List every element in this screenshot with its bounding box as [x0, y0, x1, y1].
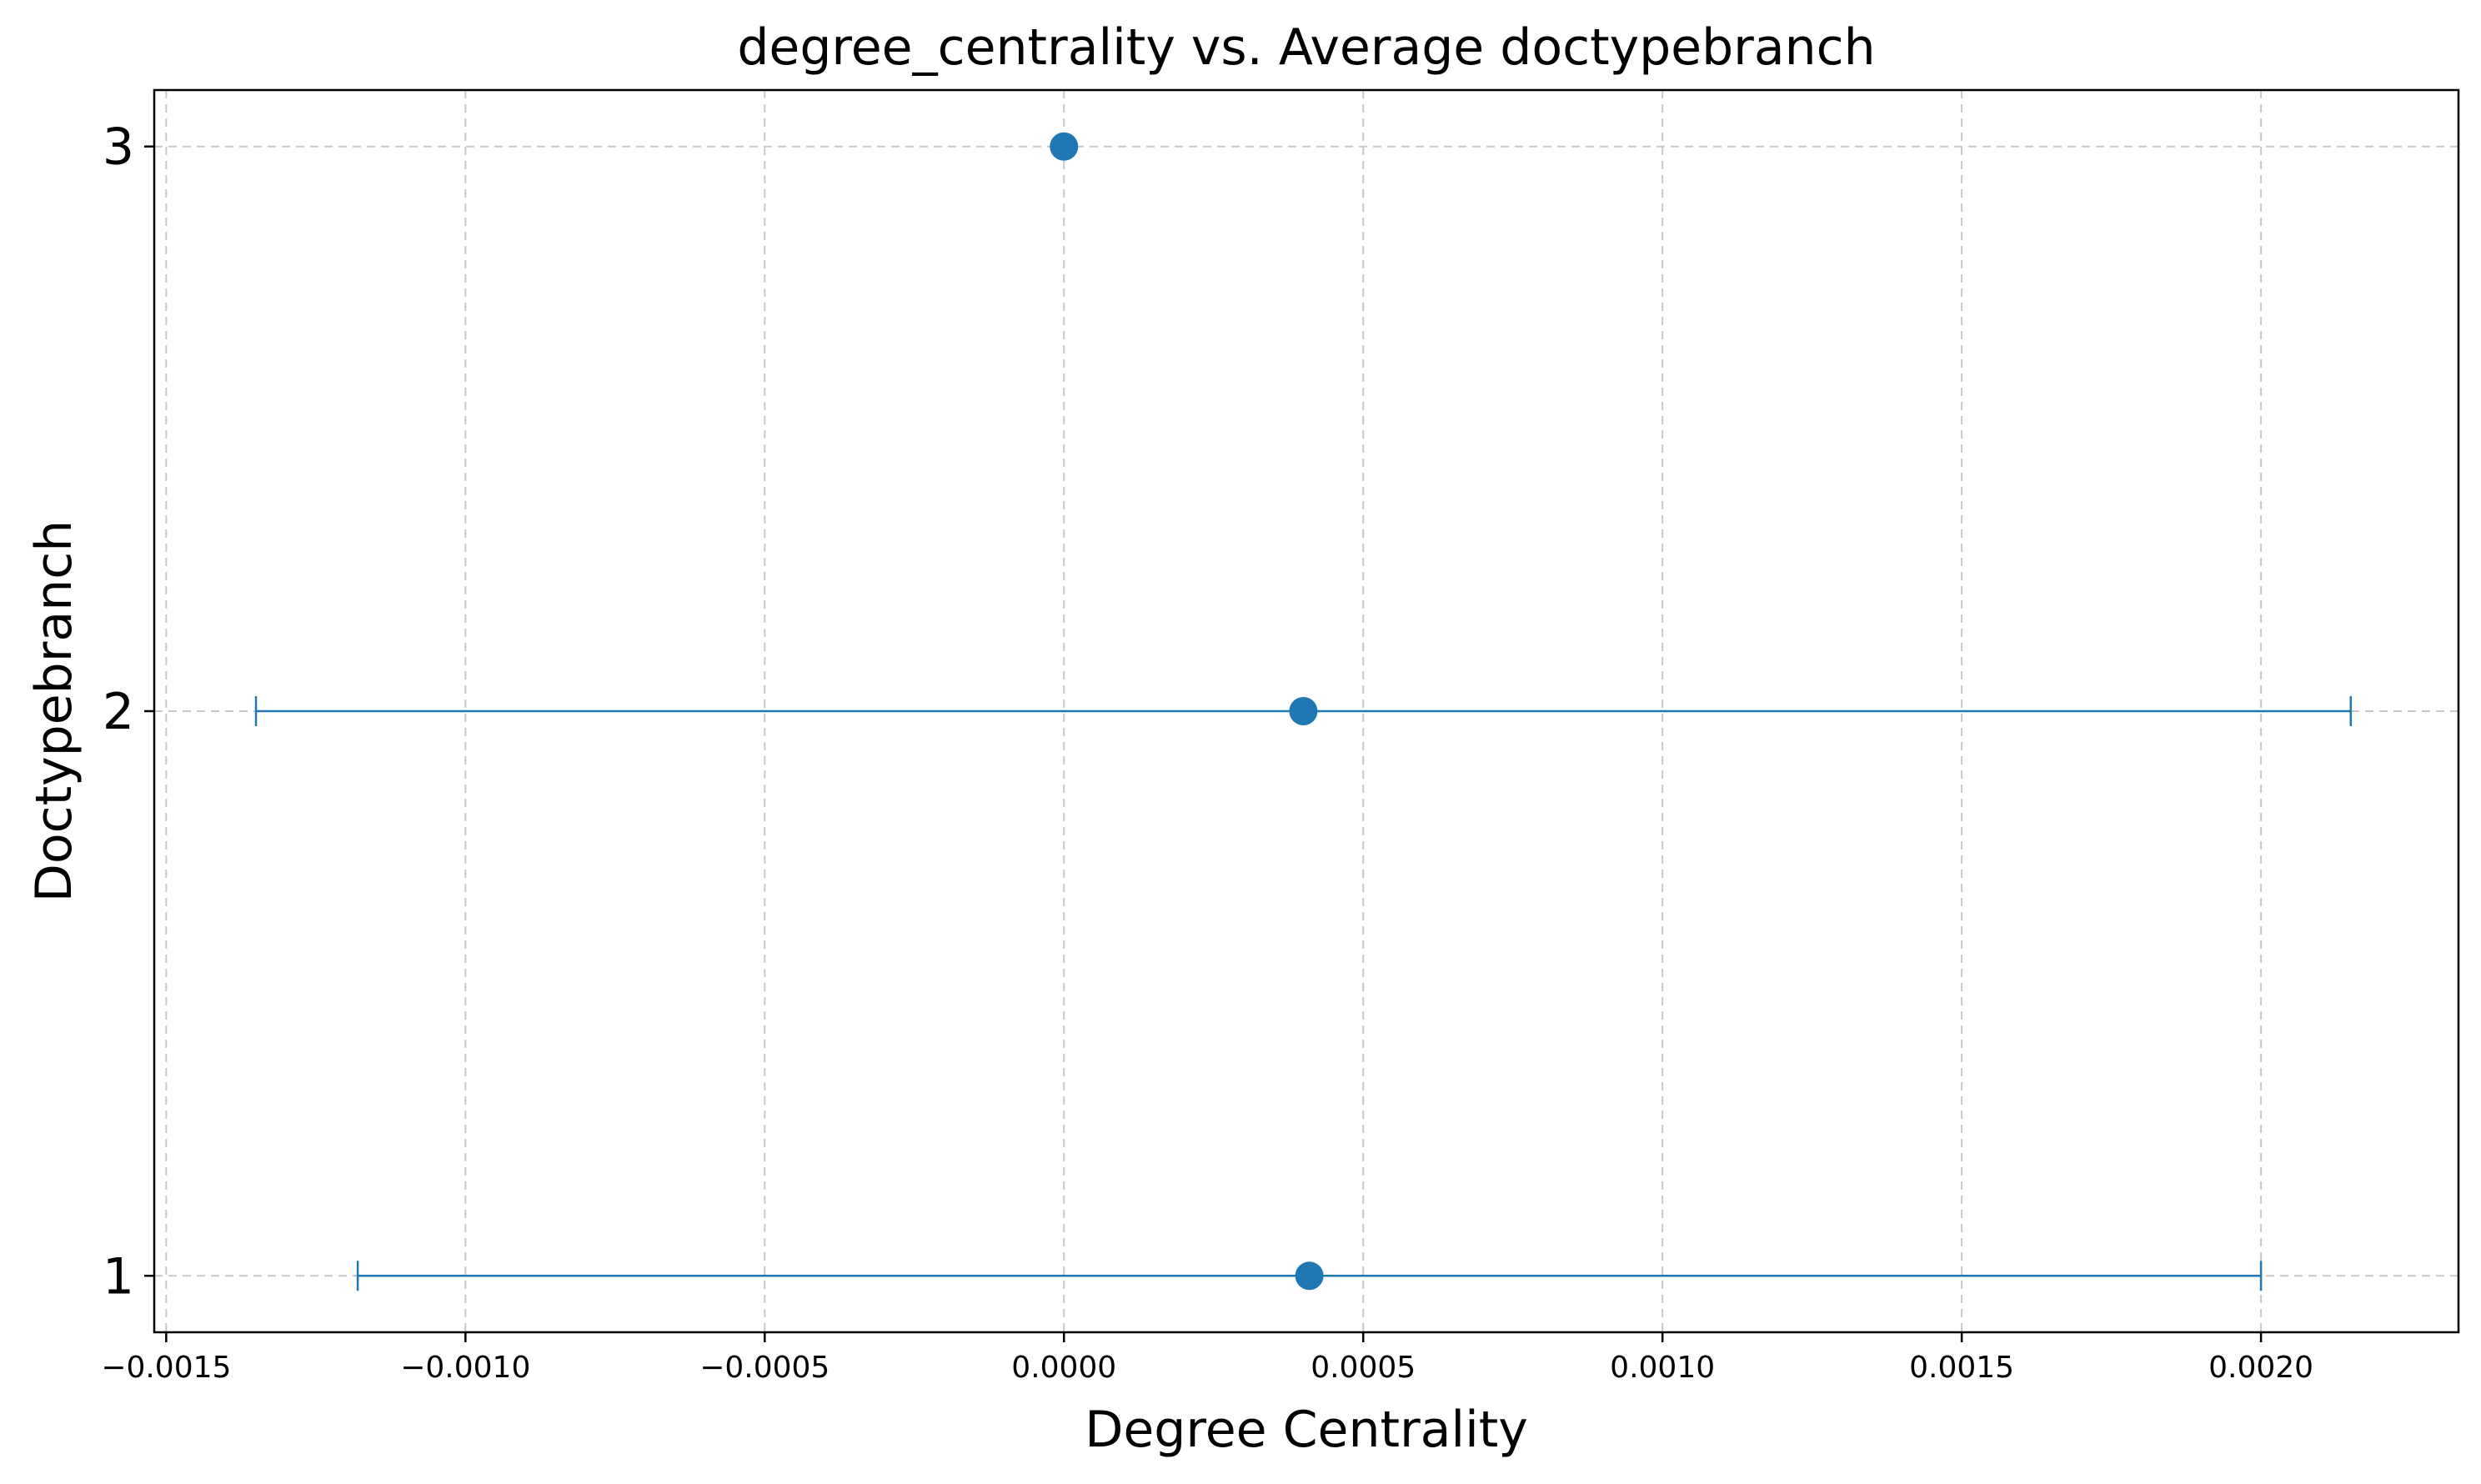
x-tick-label: 0.0020 — [2208, 1351, 2313, 1385]
data-point — [1289, 697, 1318, 725]
y-tick-label: 3 — [103, 118, 134, 177]
x-tick-label: −0.0005 — [699, 1351, 830, 1385]
y-axis-label: Doctypebranch — [25, 520, 83, 903]
x-tick-label: −0.0010 — [400, 1351, 530, 1385]
x-tick-label: −0.0015 — [101, 1351, 231, 1385]
chart-title: degree_centrality vs. Average doctypebra… — [737, 18, 1875, 77]
y-axis-ticks: 1 2 3 — [103, 118, 154, 1306]
data-point — [1295, 1261, 1324, 1291]
x-tick-label: 0.0005 — [1311, 1351, 1416, 1385]
x-axis-ticks: −0.0015 −0.0010 −0.0005 0.0000 0.0005 0.0010 0… — [101, 1332, 2313, 1385]
data-points — [1050, 132, 1324, 1291]
data-point — [1050, 132, 1079, 161]
x-tick-label: 0.0015 — [1909, 1351, 2014, 1385]
x-axis-label: Degree Centrality — [1085, 1401, 1528, 1459]
y-tick-label: 1 — [103, 1247, 134, 1306]
y-tick-label: 2 — [103, 683, 134, 741]
x-tick-label: 0.0000 — [1011, 1351, 1116, 1385]
x-tick-label: 0.0010 — [1610, 1351, 1715, 1385]
